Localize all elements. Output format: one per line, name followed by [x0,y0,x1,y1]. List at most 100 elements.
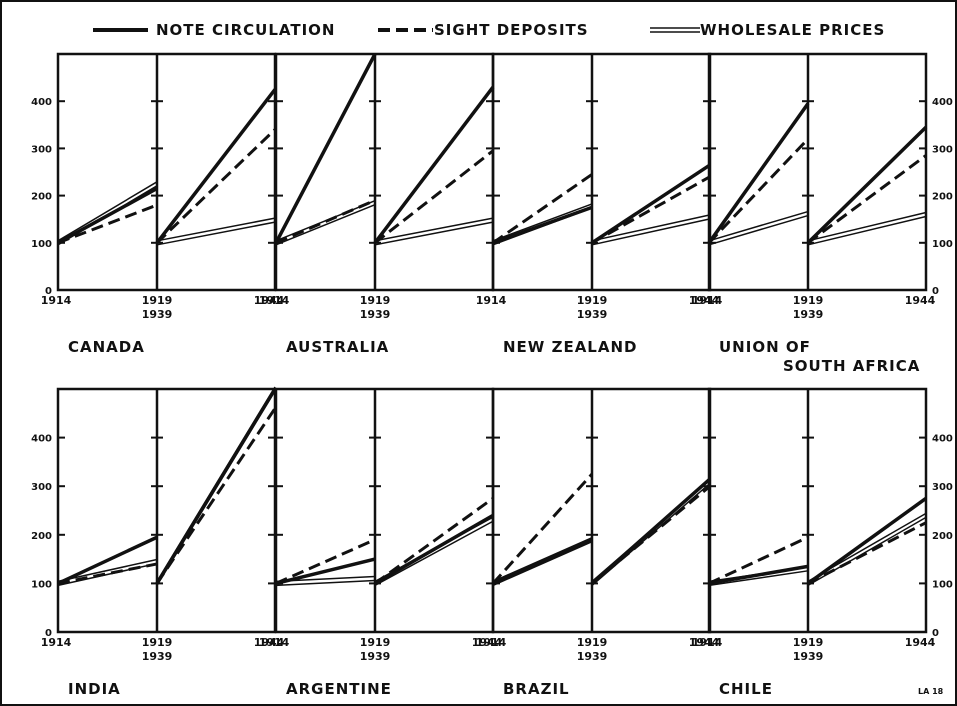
series-wholesale-prices-line [807,211,927,242]
x-label-end: 1944 [905,636,936,649]
y-tick-label: 400 [31,97,52,108]
series-note-circulation-line [806,496,928,585]
x-label-start: 1914 [259,636,290,649]
series-wholesale-prices-line [492,540,593,587]
x-label-end: 1944 [905,294,936,307]
series-sight-deposits-line [275,198,376,245]
country-label: BRAZIL [503,680,570,698]
x-label-end: 1944 [689,294,720,307]
x-label-mid-2: 1939 [793,650,824,663]
series-note-circulation-line [492,538,593,586]
series-note-circulation-line [707,102,810,244]
x-label-mid-1: 1919 [360,636,391,649]
series-wholesale-prices-line [156,221,276,246]
x-label-mid-1: 1919 [793,294,824,307]
y-tick-label: 300 [31,144,52,155]
y-tick-label: 400 [31,434,52,445]
series-sight-deposits-line [155,128,277,244]
y-tick-label: 100 [31,239,52,250]
x-label-mid-2: 1939 [142,308,173,321]
legend-label-wholesale-prices: WHOLESALE PRICES [700,21,885,39]
y-tick-label: 300 [932,482,953,493]
x-label-start: 1914 [476,636,507,649]
x-label-start: 1914 [41,636,72,649]
x-label-mid-1: 1919 [142,636,173,649]
country-label: ARGENTINE [286,680,392,698]
series-note-circulation-line [591,163,711,245]
legend-label-note-circulation: NOTE CIRCULATION [156,21,335,39]
series-wholesale-prices-line [275,579,376,587]
series-wholesale-prices-line [807,215,927,246]
country-label: UNION OF [719,338,811,356]
x-label-mid-2: 1939 [360,308,391,321]
series-wholesale-prices-line [156,217,276,242]
series-wholesale-prices-line [492,203,593,242]
series-wholesale-prices-line [591,214,711,242]
series-note-circulation-line [374,513,494,585]
series-note-circulation-line [492,205,593,245]
series-note-circulation-line [275,557,376,586]
country-label: NEW ZEALAND [503,338,637,356]
legend-label-sight-deposits: SIGHT DEPOSITS [434,21,589,39]
y-tick-label: 0 [932,286,939,297]
series-wholesale-prices-line [708,570,809,587]
y-tick-label: 100 [932,239,953,250]
series-sight-deposits-line [275,538,376,585]
x-label-end: 1944 [254,294,285,307]
series-sight-deposits-line [708,535,809,585]
series-wholesale-prices-line [57,562,158,587]
y-tick-label: 0 [45,286,52,297]
series-note-circulation-line [806,125,928,245]
y-tick-label: 200 [31,192,52,203]
panel-frame [274,52,495,292]
panel-frame [491,52,712,292]
x-label-mid-2: 1939 [142,650,173,663]
series-wholesale-prices-line [708,210,809,242]
series-sight-deposits-line [492,173,593,245]
series-note-circulation-line [373,85,495,244]
y-tick-label: 100 [932,579,953,590]
country-label: INDIA [68,680,121,698]
series-wholesale-prices-line [275,203,376,246]
x-label-mid-2: 1939 [577,650,608,663]
series-wholesale-prices-line [374,221,494,246]
y-tick-label: 200 [31,531,52,542]
legend: NOTE CIRCULATION SIGHT DEPOSITS WHOLESAL… [93,21,885,39]
series-sight-deposits-line [491,473,594,585]
panel-frame [491,387,712,634]
series-sight-deposits-line [807,521,927,585]
series-sight-deposits-line [707,137,810,244]
series-wholesale-prices-line [57,558,158,583]
panel-frame [707,387,928,634]
series-wholesale-prices-line [591,218,711,246]
x-label-mid-1: 1919 [360,294,391,307]
panel-frame [56,52,277,292]
x-label-start: 1914 [41,294,72,307]
corner-mark: LA 18 [918,687,944,696]
y-tick-label: 0 [45,628,52,639]
x-label-start: 1914 [692,294,723,307]
y-tick-label: 100 [31,579,52,590]
series-wholesale-prices-line [708,214,809,246]
series-note-circulation-line [590,477,712,585]
x-label-mid-2: 1939 [577,308,608,321]
series-note-circulation-line [57,186,158,245]
y-tick-label: 400 [932,434,953,445]
panel-frame [274,387,495,634]
x-label-mid-1: 1919 [793,636,824,649]
series-note-circulation-line [274,53,377,244]
series-sight-deposits-line [374,149,494,244]
series-wholesale-prices-line [374,520,494,587]
series-note-circulation-line [57,535,158,585]
x-label-mid-1: 1919 [577,636,608,649]
series-sight-deposits-line [807,154,927,245]
